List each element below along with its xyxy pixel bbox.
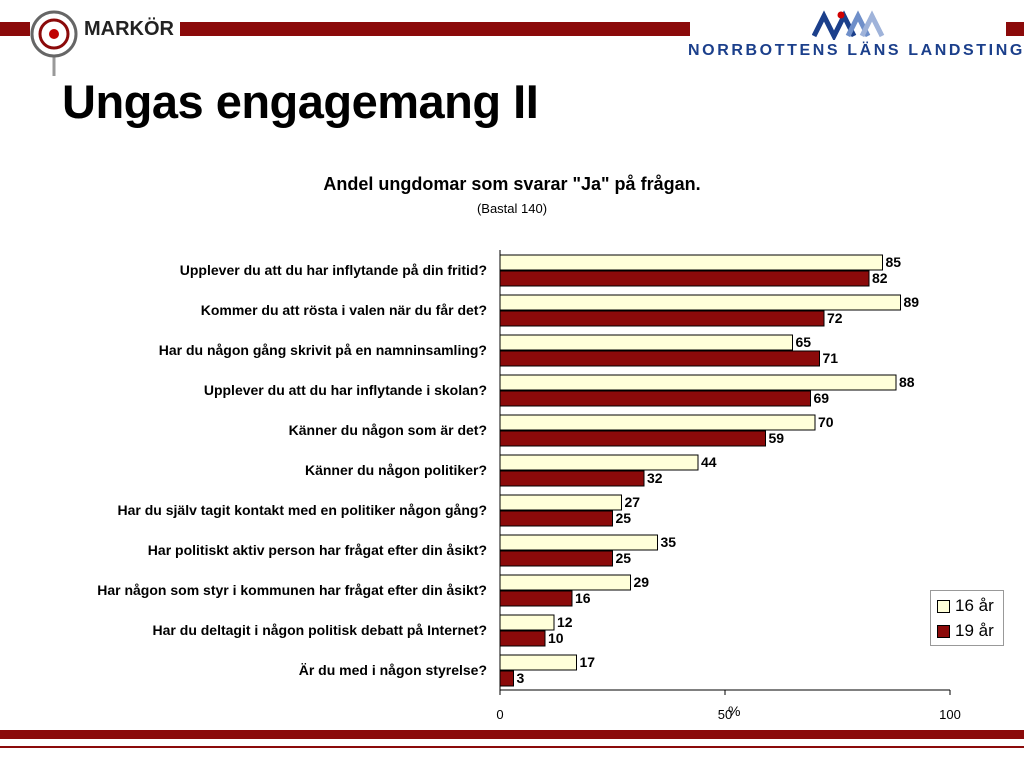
bar-19-ar	[499, 510, 613, 527]
data-label: 25	[616, 550, 632, 566]
data-label: 27	[625, 494, 641, 510]
category-label: Upplever du att du har inflytande i skol…	[204, 382, 487, 398]
x-tick-label: 100	[939, 707, 961, 722]
chart-legend: 16 år 19 år	[930, 590, 1004, 646]
category-label: Upplever du att du har inflytande på din…	[180, 262, 487, 278]
chart-subtitle: (Bastal 140)	[476, 201, 548, 216]
bar-16-ar	[499, 534, 658, 551]
x-tick-label: 50	[718, 707, 732, 722]
legend-label-16: 16 år	[955, 596, 994, 615]
bar-16-ar	[499, 494, 622, 511]
landsting-logo-icon	[812, 10, 885, 40]
data-label: 71	[823, 350, 839, 366]
bar-16-ar	[499, 374, 897, 391]
header-band-left	[0, 22, 30, 36]
bar-19-ar	[499, 630, 546, 647]
category-label: Har du deltagit i någon politisk debatt …	[153, 622, 487, 638]
bar-19-ar	[499, 670, 514, 687]
category-label: Är du med i någon styrelse?	[299, 662, 487, 678]
bar-16-ar	[499, 254, 883, 271]
data-label: 25	[616, 510, 632, 526]
legend-label-19: 19 år	[955, 621, 994, 640]
bar-19-ar	[499, 350, 820, 367]
legend-item-19: 19 år	[937, 621, 994, 641]
category-label: Har politiskt aktiv person har frågat ef…	[148, 542, 487, 558]
bar-19-ar	[499, 390, 811, 407]
brand-right-label: NORRBOTTENS LÄNS LANDSTING	[688, 42, 1024, 59]
brand-left-label: MARKÖR	[82, 18, 176, 41]
bar-19-ar	[499, 270, 870, 287]
bar-19-ar	[499, 430, 766, 447]
data-label: 17	[580, 654, 596, 670]
data-label: 88	[899, 374, 915, 390]
bar-16-ar	[499, 414, 816, 431]
bar-16-ar	[499, 654, 577, 671]
bar-16-ar	[499, 614, 555, 631]
data-label: 16	[575, 590, 591, 606]
x-axis-unit-label: %	[728, 703, 741, 719]
bar-19-ar	[499, 550, 613, 567]
legend-swatch-16	[937, 599, 950, 613]
data-label: 72	[827, 310, 843, 326]
data-label: 59	[769, 430, 785, 446]
category-label: Har någon som styr i kommunen har frågat…	[97, 582, 487, 598]
data-label: 12	[557, 614, 573, 630]
footer-band	[0, 730, 1024, 739]
bar-19-ar	[499, 470, 645, 487]
chart-title: Andel ungdomar som svarar "Ja" på frågan…	[323, 174, 701, 194]
bar-19-ar	[499, 310, 825, 327]
header-band-right	[1006, 22, 1024, 36]
data-label: 70	[818, 414, 834, 430]
footer-line	[0, 746, 1024, 748]
slide-title: Ungas engagemang II	[62, 75, 539, 128]
data-label: 82	[872, 270, 888, 286]
bar-16-ar	[499, 294, 901, 311]
bar-16-ar	[499, 454, 699, 471]
category-label: Kommer du att rösta i valen när du får d…	[201, 302, 487, 318]
header-band-middle	[180, 22, 690, 36]
legend-item-16: 16 år	[937, 596, 994, 616]
data-label: 29	[634, 574, 650, 590]
data-label: 69	[814, 390, 830, 406]
data-label: 44	[701, 454, 717, 470]
category-label: Känner du någon politiker?	[305, 462, 487, 478]
data-label: 35	[661, 534, 677, 550]
data-label: 89	[904, 294, 920, 310]
data-label: 3	[517, 670, 525, 686]
bar-16-ar	[499, 574, 631, 591]
data-label: 32	[647, 470, 663, 486]
x-tick-label: 0	[496, 707, 503, 722]
bar-16-ar	[499, 334, 793, 351]
data-label: 85	[886, 254, 902, 270]
bar-19-ar	[499, 590, 573, 607]
category-label: Har du någon gång skrivit på en namninsa…	[159, 342, 487, 358]
data-label: 10	[548, 630, 564, 646]
target-logo-icon	[30, 10, 78, 76]
data-label: 65	[796, 334, 812, 350]
legend-swatch-19	[937, 624, 950, 638]
category-label: Känner du någon som är det?	[289, 422, 487, 438]
category-label: Har du själv tagit kontakt med en politi…	[118, 502, 488, 518]
